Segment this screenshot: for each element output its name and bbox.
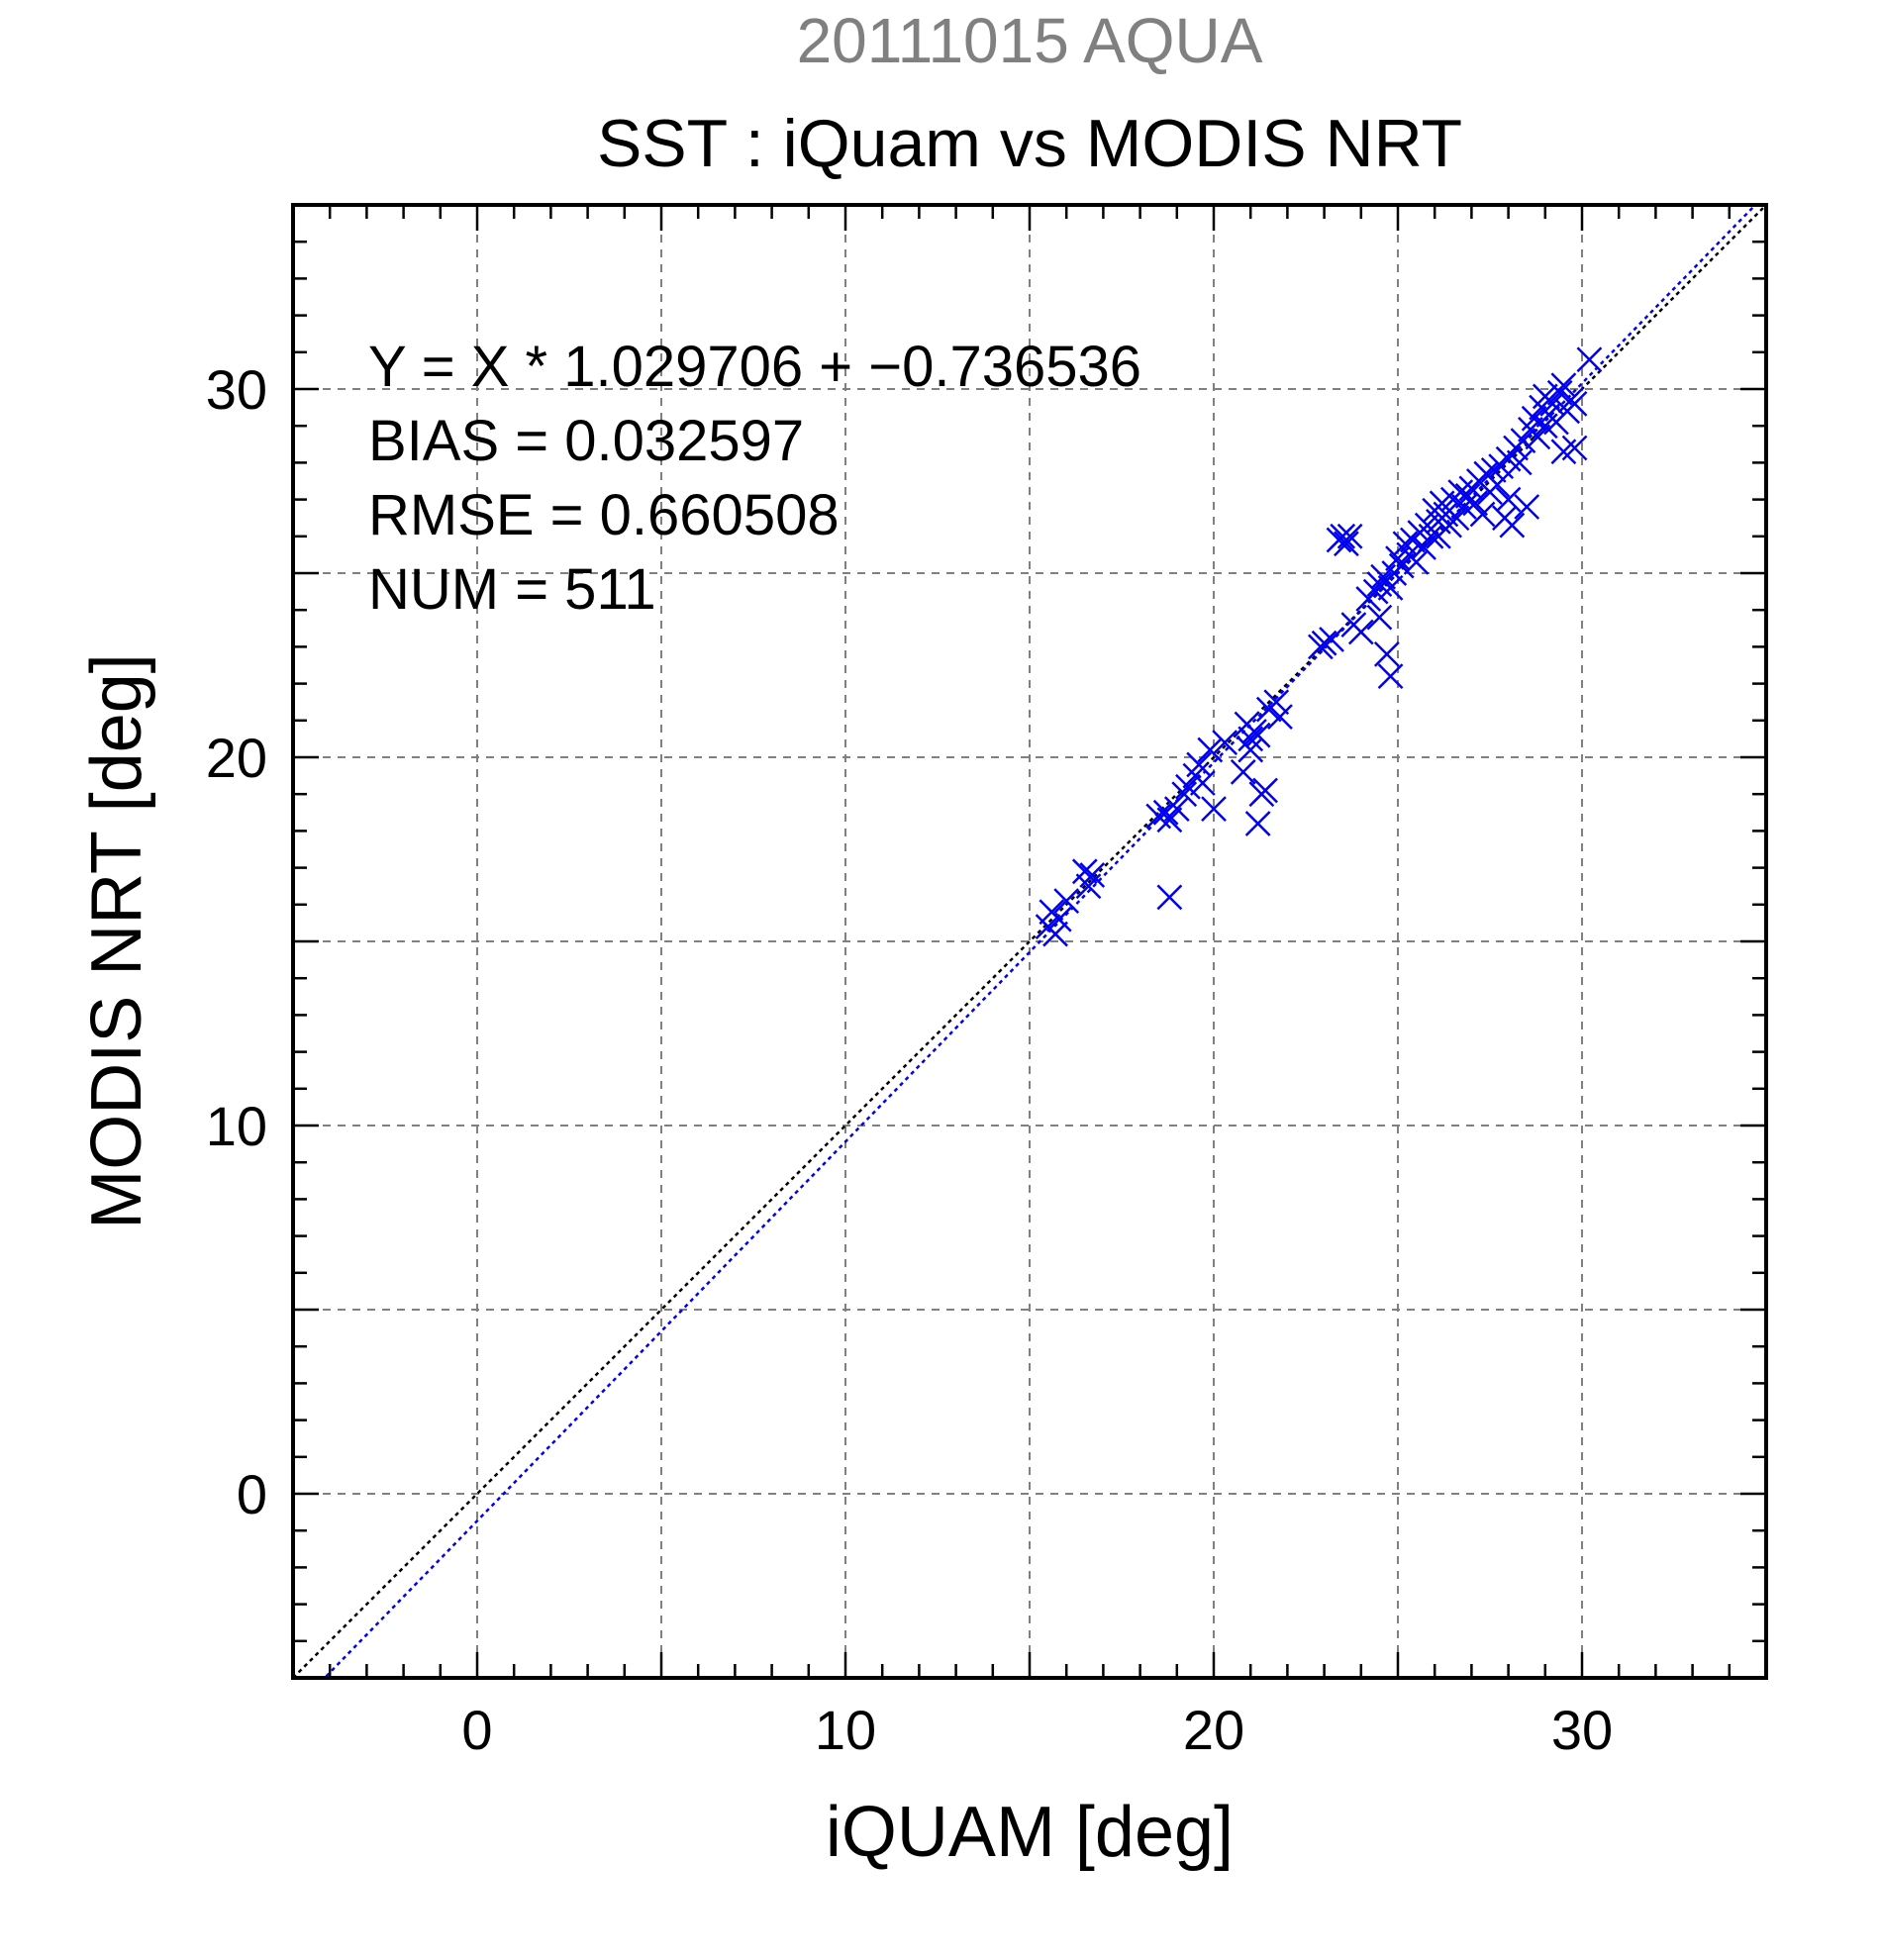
data-point	[1263, 689, 1290, 716]
y-tick-labels: 0 10 20 30	[206, 358, 267, 1525]
stats-line-fit: Y = X * 1.029706 + −0.736536	[368, 335, 1141, 399]
data-point	[1163, 796, 1190, 822]
plot-frame	[291, 203, 1768, 1680]
data-point	[1244, 722, 1271, 748]
grid-lines	[293, 205, 1766, 1678]
data-point	[1189, 770, 1216, 796]
data-points	[1035, 346, 1603, 947]
data-point	[1377, 663, 1404, 690]
stats-line-rmse: RMSE = 0.660508	[368, 483, 840, 547]
data-point	[1053, 888, 1080, 914]
data-point	[1561, 390, 1588, 417]
stats-box: Y = X * 1.029706 + −0.736536 BIAS = 0.03…	[368, 335, 1141, 622]
data-point	[1480, 456, 1507, 483]
regression-line	[323, 205, 1757, 1678]
y-tick-label: 10	[206, 1095, 267, 1157]
data-point	[1336, 523, 1363, 549]
x-tick-label: 30	[1551, 1699, 1613, 1761]
data-point	[1079, 862, 1106, 888]
data-point	[1411, 535, 1436, 560]
x-tick-label: 0	[461, 1699, 492, 1761]
data-point	[1550, 439, 1577, 465]
data-point	[1045, 906, 1072, 932]
chart-title: SST : iQuam vs MODIS NRT	[597, 106, 1462, 181]
data-point	[1366, 604, 1393, 631]
data-point	[1525, 424, 1551, 450]
data-point	[1230, 758, 1256, 785]
data-point	[1388, 552, 1415, 579]
data-point	[1197, 736, 1224, 763]
data-point	[1244, 811, 1271, 836]
data-point	[1156, 807, 1183, 833]
data-point	[1330, 523, 1356, 549]
data-point	[1212, 730, 1238, 756]
data-point	[1267, 704, 1293, 730]
data-point	[1319, 627, 1344, 652]
data-point	[1373, 640, 1400, 667]
data-point	[1443, 505, 1470, 532]
data-point	[1550, 372, 1577, 399]
data-point	[1311, 630, 1337, 656]
data-point	[1418, 523, 1444, 549]
data-point	[1238, 726, 1264, 752]
data-point	[1347, 619, 1374, 645]
data-point	[1514, 494, 1540, 520]
data-point	[1576, 346, 1603, 373]
stats-line-bias: BIAS = 0.032597	[368, 409, 804, 473]
data-point	[1469, 501, 1496, 528]
data-point	[1042, 921, 1068, 947]
data-point	[1546, 379, 1573, 406]
y-axis-label: MODIS NRT [deg]	[77, 653, 156, 1229]
chart-supertitle: 20111015 AQUA	[797, 5, 1263, 76]
data-point	[1495, 486, 1522, 513]
data-point	[1156, 884, 1183, 911]
x-axis-label: iQUAM [deg]	[826, 1793, 1234, 1872]
y-tick-label: 0	[237, 1463, 267, 1525]
y-tick-label: 20	[206, 727, 267, 789]
y-tick-label: 30	[206, 358, 267, 421]
data-point	[1462, 490, 1489, 517]
data-point	[1071, 858, 1098, 885]
reference-lines	[293, 205, 1766, 1678]
data-point	[1499, 512, 1526, 539]
identity-line	[293, 205, 1766, 1678]
data-point	[1175, 773, 1201, 800]
data-point	[1510, 428, 1536, 453]
data-point	[1377, 574, 1404, 601]
stats-line-num: NUM = 511	[368, 557, 656, 622]
x-tick-label: 10	[815, 1699, 876, 1761]
data-point	[1506, 449, 1533, 476]
x-tick-label: 20	[1183, 1699, 1244, 1761]
data-point	[1403, 548, 1430, 575]
data-point	[1201, 796, 1227, 822]
data-point	[1252, 777, 1278, 804]
x-tick-labels: 0 10 20 30	[461, 1699, 1613, 1761]
data-point	[1171, 781, 1198, 808]
data-point	[1334, 531, 1359, 557]
